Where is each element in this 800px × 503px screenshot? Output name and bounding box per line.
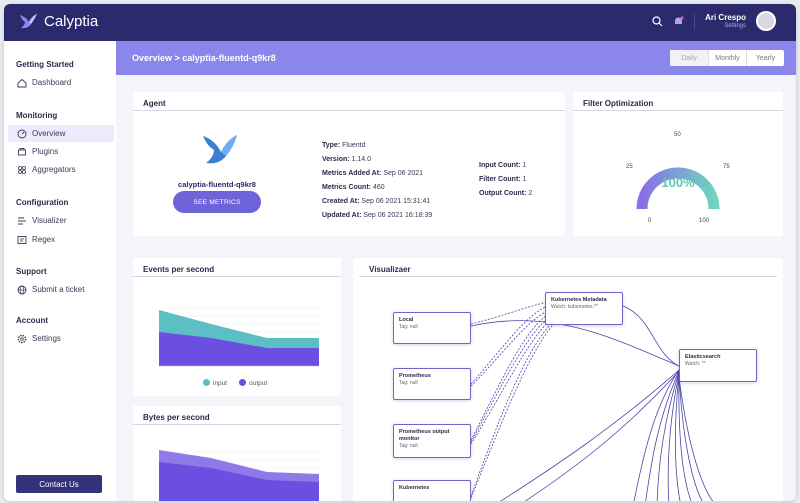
see-metrics-button[interactable]: SEE METRICS — [173, 191, 261, 213]
notification-bell-icon[interactable] — [673, 15, 684, 27]
sidebar-item-dashboard[interactable]: Dashboard — [8, 74, 114, 91]
bytes-per-second-card: Bytes per second — [133, 406, 341, 501]
agent-field-updated: Updated At: Sep 06 2021 16:18:39 — [322, 212, 433, 219]
gauge-tick-50: 50 — [674, 132, 681, 138]
top-bar: Calyptia Ari Crespo Settings — [4, 4, 796, 41]
period-yearly-button[interactable]: Yearly — [746, 50, 784, 66]
events-per-second-card: Events per second input output — [133, 258, 341, 396]
gear-icon — [17, 334, 27, 343]
sidebar-section-support: Support — [16, 267, 47, 276]
home-icon — [17, 78, 27, 87]
sidebar-section-account: Account — [16, 316, 48, 325]
visualizer-card-title: Visualizaer — [369, 265, 411, 274]
visualizer-node-prometheus-output-monitor[interactable]: Prometheus output monitor Tag: null — [393, 424, 471, 458]
period-monthly-button[interactable]: Monthly — [708, 50, 746, 66]
sidebar-item-label: Submit a ticket — [32, 285, 85, 294]
filter-gauge: 100% — [636, 167, 720, 210]
sidebar-section-monitoring: Monitoring — [16, 111, 58, 120]
search-icon[interactable] — [652, 15, 663, 27]
sidebar-item-label: Regex — [32, 235, 56, 244]
sidebar-item-label: Settings — [32, 334, 61, 343]
gauge-tick-25: 25 — [626, 164, 633, 170]
sidebar-item-settings[interactable]: Settings — [8, 330, 114, 347]
divider — [133, 424, 341, 425]
divider — [133, 110, 565, 111]
sidebar-item-overview[interactable]: Overview — [8, 125, 114, 142]
output-area — [159, 332, 319, 366]
sidebar: Getting Started Dashboard Monitoring Ove… — [4, 41, 116, 501]
agent-field-created: Created At: Sep 06 2021 15:31:41 — [322, 198, 431, 205]
divider — [573, 110, 783, 111]
sidebar-item-label: Plugins — [32, 147, 59, 156]
divider — [133, 276, 341, 277]
agent-card-title: Agent — [143, 99, 166, 108]
user-settings-link[interactable]: Settings — [724, 23, 746, 29]
sidebar-item-label: Aggregators — [32, 165, 76, 174]
divider — [694, 13, 696, 29]
agent-field-version: Version: 1.14.0 — [322, 156, 372, 163]
flow-icon — [18, 217, 26, 224]
contact-us-button[interactable]: Contact Us — [16, 475, 102, 493]
visualizer-node-prometheus[interactable]: Prometheus Tag: null — [393, 368, 471, 400]
agent-filter-count: Filter Count: 1 — [479, 176, 527, 183]
regex-icon — [17, 235, 27, 244]
gauge-icon — [17, 129, 27, 138]
app-window: Calyptia Ari Crespo Settings Getting Sta… — [4, 4, 796, 501]
events-chart — [159, 307, 319, 367]
agent-card: Agent calyptia-fluentd-q9kr8 SEE METRICS… — [133, 92, 565, 236]
period-daily-button[interactable]: Daily — [670, 50, 708, 66]
sidebar-item-regex[interactable]: Regex — [8, 231, 114, 248]
globe-icon — [17, 285, 27, 294]
divider — [359, 276, 777, 277]
avatar[interactable] — [756, 11, 776, 31]
visualizer-connections — [470, 301, 714, 501]
sidebar-item-label: Overview — [32, 129, 66, 138]
visualizer-node-elasticsearch[interactable]: Elasticsearch Watch: ** — [679, 349, 757, 382]
agent-field-type: Type: Fluentd — [322, 142, 366, 149]
agent-input-count: Input Count: 1 — [479, 162, 527, 169]
app-name: Calyptia — [44, 12, 99, 30]
visualizer-node-kubernetes[interactable]: Kubernetes — [393, 480, 471, 501]
app-logo[interactable]: Calyptia — [18, 12, 98, 30]
agent-output-count: Output Count: 2 — [479, 190, 533, 197]
sidebar-item-submit-ticket[interactable]: Submit a ticket — [8, 281, 114, 298]
bird-logo-icon — [20, 14, 37, 29]
filter-optimization-card: Filter Optimization 100% 0 25 50 75 100 — [573, 92, 783, 236]
legend-output[interactable]: output — [239, 379, 267, 387]
visualizer-node-kubernetes-metadata[interactable]: Kubernetes Metadata Watch: kubernetes.** — [545, 292, 623, 325]
user-info[interactable]: Ari Crespo Settings — [705, 13, 746, 29]
sidebar-item-aggregators[interactable]: Aggregators — [8, 161, 114, 178]
agent-name: calyptia-fluentd-q9kr8 — [178, 180, 256, 189]
sidebar-item-plugins[interactable]: Plugins — [8, 143, 114, 160]
agent-field-metrics-added: Metrics Added At: Sep 06 2021 — [322, 170, 424, 177]
events-legend: input output — [203, 379, 267, 387]
page-header: Overview > calyptia-fluentd-q9kr8 Daily … — [116, 41, 796, 75]
sidebar-item-visualizer[interactable]: Visualizer — [8, 212, 114, 229]
gauge-tick-0: 0 — [648, 218, 652, 224]
agent-field-metrics-count: Metrics Count: 460 — [322, 184, 385, 191]
sidebar-item-label: Visualizer — [32, 216, 67, 225]
bytes-chart — [159, 450, 319, 501]
bytes-card-title: Bytes per second — [143, 413, 210, 422]
legend-input[interactable]: input — [203, 379, 227, 387]
period-selector: Daily Monthly Yearly — [670, 50, 784, 66]
sidebar-section-getting-started: Getting Started — [16, 60, 74, 69]
events-card-title: Events per second — [143, 265, 215, 274]
filter-card-title: Filter Optimization — [583, 99, 654, 108]
sidebar-section-configuration: Configuration — [16, 198, 69, 207]
grid-icon — [17, 165, 27, 174]
visualizer-card: Visualizaer — [353, 258, 783, 501]
breadcrumb: Overview > calyptia-fluentd-q9kr8 — [132, 53, 276, 63]
visualizer-node-local[interactable]: Local Tag: null — [393, 312, 471, 344]
gauge-tick-100: 100 — [699, 218, 710, 224]
fluentd-bird-icon — [203, 135, 237, 164]
user-name: Ari Crespo — [705, 13, 746, 22]
bytes-output-area — [159, 462, 319, 501]
plug-icon — [18, 147, 26, 155]
gauge-tick-75: 75 — [723, 164, 730, 170]
sidebar-item-label: Dashboard — [32, 78, 72, 87]
gauge-value: 100% — [661, 175, 695, 190]
